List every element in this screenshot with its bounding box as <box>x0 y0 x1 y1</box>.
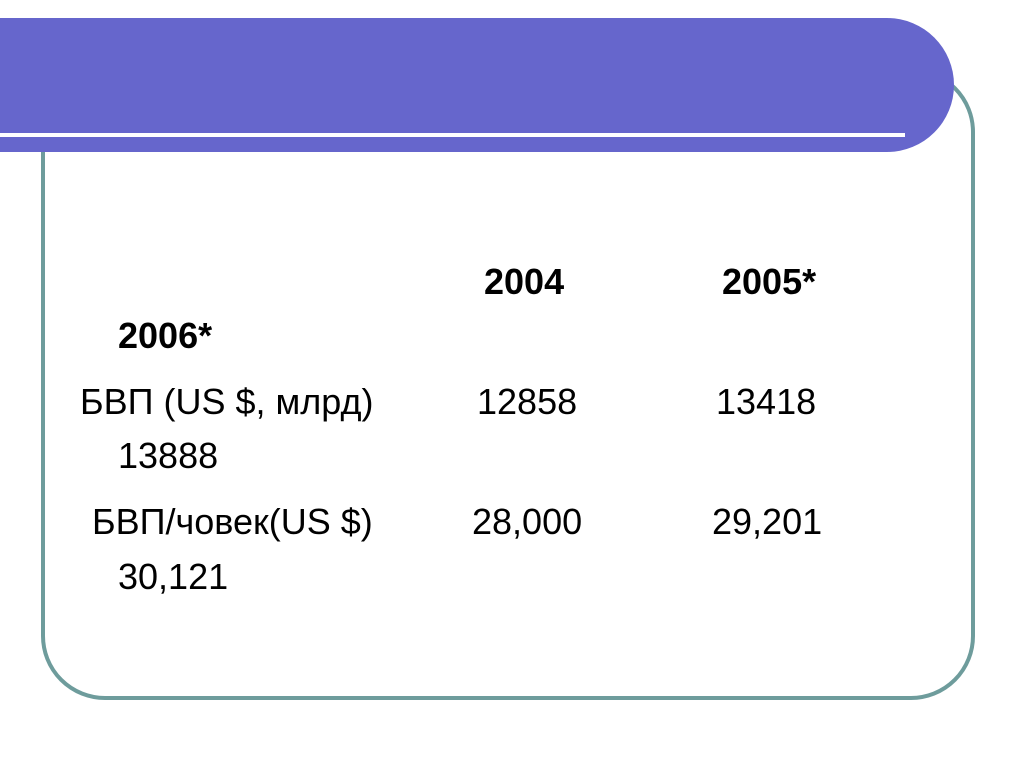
cell: 13418 <box>716 381 816 422</box>
row-label: БВП (US $, млрд) <box>80 381 373 422</box>
row-label: БВП/човек(US $) <box>92 501 373 542</box>
cell: 13888 <box>118 435 218 476</box>
cell: 30,121 <box>118 556 228 597</box>
cell: 12858 <box>477 381 577 422</box>
cell: 29,201 <box>712 501 822 542</box>
title-rule <box>0 133 905 137</box>
header-cell: 2006* <box>118 315 212 356</box>
header-cell: 2004 <box>484 261 564 302</box>
title-bar <box>0 18 954 152</box>
header-cell: 2005* <box>722 261 816 302</box>
cell: 28,000 <box>472 501 582 542</box>
